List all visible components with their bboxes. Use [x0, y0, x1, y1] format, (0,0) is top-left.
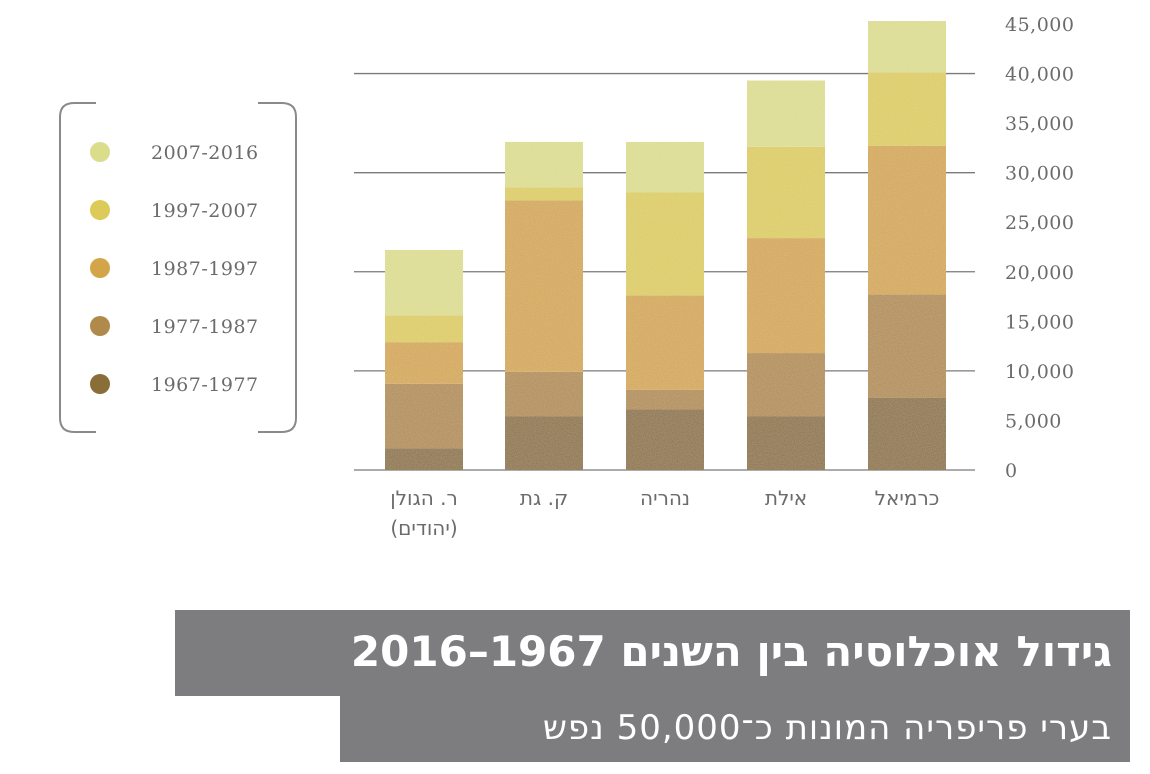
bar-segment [868, 397, 946, 470]
bar-segment [505, 416, 583, 470]
y-tick-label: 5,000 [1005, 410, 1062, 432]
legend-swatch [90, 316, 110, 336]
chart-title: גידול אוכלוסיה בין השנים 1967–2016 [350, 627, 1112, 676]
bar-segment [747, 353, 825, 417]
bar-segment [385, 342, 463, 384]
bar-segment [626, 389, 704, 410]
x-category-label: אילת [765, 486, 807, 510]
legend-label: 1967-1977 [151, 374, 259, 396]
legend: 2007-2016 1997-2007 1987-1997 1977-1987 1967… [59, 102, 297, 433]
legend-label: 2007-2016 [151, 142, 259, 164]
bar-segment [747, 416, 825, 470]
bars [385, 21, 946, 470]
bar-segment [747, 146, 825, 239]
bar-stack [385, 249, 463, 470]
bar-stack [626, 141, 704, 470]
bar-segment [505, 200, 583, 372]
bar-segment [385, 315, 463, 343]
y-tick-label: 40,000 [1005, 64, 1074, 86]
chart-subtitle: בערי פריפריה המונות כ־50,000 נפש [542, 708, 1112, 748]
legend-label: 1997-2007 [151, 200, 259, 222]
y-tick-label: 10,000 [1005, 361, 1074, 383]
bar-segment [385, 383, 463, 449]
legend-swatch [90, 258, 110, 278]
chart-subtitle-box: בערי פריפריה המונות כ־50,000 נפש [340, 696, 1130, 762]
bar-segment [626, 141, 704, 193]
bar-stack [868, 21, 946, 470]
x-axis-categories: ר. הגולן (יהודים) ק. גת נהריה אילת כרמיאל [390, 486, 939, 540]
x-category-label: כרמיאל [875, 486, 940, 510]
bar-segment [868, 145, 946, 295]
bar-segment [385, 249, 463, 316]
bar-segment [868, 21, 946, 73]
bar-segment [505, 371, 583, 417]
legend-swatch [90, 142, 110, 162]
bar-segment [505, 141, 583, 188]
bar-segment [385, 448, 463, 470]
legend-swatch [90, 200, 110, 220]
y-tick-label: 45,000 [1005, 14, 1074, 36]
bar-segment [747, 80, 825, 147]
bar-segment [868, 294, 946, 398]
legend-label: 1977-1987 [151, 316, 259, 338]
bar-segment [626, 295, 704, 390]
y-tick-label: 0 [1005, 460, 1018, 482]
bar-segment [505, 187, 583, 201]
bar-segment [626, 409, 704, 470]
legend-swatch [90, 374, 110, 394]
bar-segment [626, 192, 704, 296]
y-axis-ticks: 0 5,000 10,000 15,000 20,000 25,000 30,000 35,0… [1005, 14, 1074, 482]
bar-stack [505, 141, 583, 470]
x-category-label: ק. גת [520, 486, 568, 510]
legend-bracket-right [258, 102, 297, 433]
bar-stack [747, 80, 825, 470]
x-category-label: (יהודים) [390, 516, 457, 540]
bar-segment [747, 238, 825, 354]
y-tick-label: 35,000 [1005, 113, 1074, 135]
x-category-label: ר. הגולן [390, 486, 458, 510]
x-category-label: נהריה [640, 486, 690, 510]
y-tick-label: 30,000 [1005, 163, 1074, 185]
bar-segment [868, 72, 946, 146]
y-tick-label: 15,000 [1005, 311, 1074, 333]
y-tick-label: 25,000 [1005, 212, 1074, 234]
legend-bracket-left [59, 102, 96, 433]
y-tick-label: 20,000 [1005, 262, 1074, 284]
legend-label: 1987-1997 [151, 258, 259, 280]
chart-title-box: גידול אוכלוסיה בין השנים 1967–2016 [175, 610, 1130, 696]
stacked-bar-chart: 2007-2016 1997-2007 1987-1997 1977-1987 1967… [59, 14, 1074, 540]
